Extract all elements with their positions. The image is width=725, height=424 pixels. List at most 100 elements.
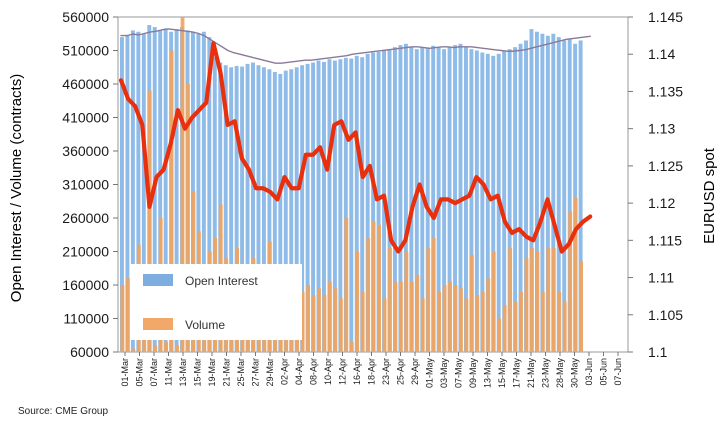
open-interest-bar — [234, 65, 239, 352]
open-interest-bar — [562, 40, 567, 352]
x-tick-label: 29-Mar — [265, 358, 275, 387]
open-interest-bar — [578, 40, 583, 352]
open-interest-bar — [267, 69, 272, 352]
volume-bar — [306, 285, 311, 352]
legend-swatch-volume — [143, 318, 173, 330]
open-interest-bar — [136, 31, 141, 353]
open-interest-bar — [327, 59, 332, 353]
y2-tick-label: 1.12 — [648, 195, 675, 211]
x-tick-label: 27-Mar — [251, 358, 261, 387]
open-interest-bar — [305, 63, 310, 353]
open-interest-bar — [240, 66, 245, 352]
volume-bar — [524, 258, 529, 352]
volume-bar — [300, 291, 305, 352]
y-tick-label: 510000 — [62, 43, 109, 59]
volume-bar — [147, 90, 152, 352]
x-tick-label: 07-May — [454, 358, 464, 389]
eurusd-spot-line — [118, 40, 593, 254]
legend: Open Interest Volume — [130, 264, 302, 340]
y-tick-label: 560000 — [62, 9, 109, 25]
open-interest-bar — [256, 65, 261, 353]
open-interest-bar — [425, 48, 430, 353]
open-interest-bar — [567, 38, 572, 352]
y-axis-ticks: 560000 510000 460000 410000 360000 310000 2600… — [62, 9, 118, 360]
y2-tick-label: 1.145 — [648, 9, 683, 25]
x-tick-label: 02-Apr — [280, 358, 290, 385]
open-interest-bar — [229, 67, 234, 352]
volume-bar — [142, 338, 147, 352]
volume-bar — [180, 17, 185, 352]
open-interest-bar — [469, 49, 474, 352]
open-interest-bar — [371, 52, 376, 352]
volume-bar — [420, 298, 425, 352]
x-tick-label: 29-Apr — [410, 358, 420, 385]
volume-bar — [535, 251, 540, 352]
volume-bar — [317, 288, 321, 352]
open-interest-bar — [212, 57, 217, 352]
volume-bar — [491, 251, 496, 352]
volume-bar — [164, 341, 169, 352]
source-note: Source: CME Group — [18, 406, 108, 417]
volume-bar — [311, 295, 316, 352]
volume-bar — [442, 285, 447, 352]
open-interest-bar — [387, 49, 392, 352]
open-interest-bar — [141, 33, 146, 352]
open-interest-bar — [223, 65, 228, 353]
x-tick-label: 08-Apr — [309, 358, 319, 385]
y-axis-title: Open Interest / Volume (contracts) — [8, 74, 25, 302]
volume-bar — [344, 218, 349, 352]
y2-tick-label: 1.14 — [648, 46, 675, 62]
volume-bar — [513, 301, 518, 352]
open-interest-bar — [174, 29, 179, 353]
y-tick-label: 160000 — [62, 277, 109, 293]
open-interest-bar — [513, 47, 518, 353]
volume-bar — [540, 291, 545, 352]
open-interest-bar — [480, 52, 485, 352]
volume-bar — [530, 248, 534, 352]
open-interest-bar — [414, 49, 419, 352]
x-tick-label: 01-May — [425, 358, 435, 389]
x-tick-label: 23-May — [541, 358, 551, 389]
y2-tick-label: 1.105 — [648, 307, 683, 323]
y2-axis-ticks: 1.145 1.14 1.135 1.13 1.125 1.12 1.115 1.11 1.10… — [628, 9, 683, 360]
volume-bar — [404, 251, 409, 352]
x-tick-label: 21-Mar — [222, 358, 232, 387]
volume-bar — [557, 291, 562, 352]
open-interest-bar — [207, 37, 212, 352]
volume-bar — [322, 295, 327, 352]
volume-bar — [437, 291, 442, 352]
open-interest-bar — [524, 40, 528, 352]
y-tick-label: 210000 — [62, 244, 109, 260]
x-tick-label: 13-May — [483, 358, 493, 389]
volume-bar — [333, 288, 338, 352]
volume-bar — [366, 238, 371, 352]
open-interest-bar — [403, 43, 408, 353]
volume-bar — [169, 50, 174, 352]
volume-bar — [475, 295, 480, 352]
volume-bar — [355, 251, 360, 352]
open-interest-bar — [365, 53, 370, 352]
open-interest-bar — [300, 65, 305, 353]
open-interest-bar — [272, 71, 277, 352]
volume-bar — [502, 305, 507, 352]
open-interest-bar — [332, 60, 337, 353]
open-interest-bar — [502, 50, 507, 352]
open-interest-bar — [545, 35, 550, 352]
x-axis-ticks: 01-Mar 05-Mar 07-Mar 11-Mar 13-Mar 15-Mar 19-M… — [120, 352, 623, 388]
volume-bar — [349, 341, 354, 352]
volume-bar — [120, 285, 125, 352]
open-interest-bar — [201, 31, 206, 353]
volume-bar — [448, 281, 452, 352]
open-interest-bar — [431, 45, 436, 353]
volume-bar — [338, 298, 343, 352]
open-interest-bar — [349, 58, 354, 352]
x-tick-label: 01-Mar — [120, 358, 130, 387]
open-interest-bar — [125, 35, 130, 352]
open-interest-bar — [338, 59, 343, 353]
open-interest-bar — [556, 37, 561, 352]
x-tick-label: 21-May — [526, 358, 536, 389]
x-tick-label: 09-May — [468, 358, 478, 389]
x-tick-label: 25-Mar — [236, 358, 246, 387]
volume-bar — [568, 211, 573, 352]
